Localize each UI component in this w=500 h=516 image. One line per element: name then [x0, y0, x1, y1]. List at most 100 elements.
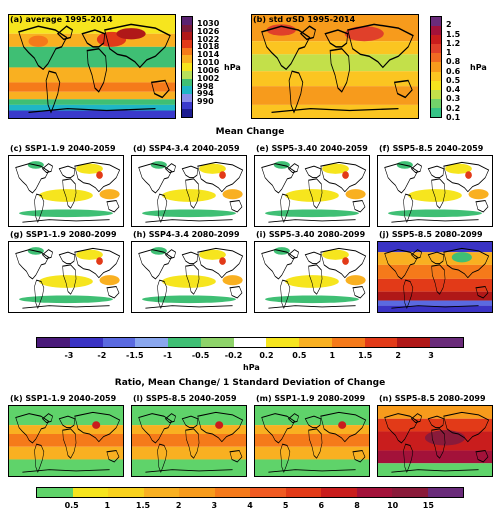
map-panel-m6 [254, 241, 370, 313]
colorbar-swatch [108, 488, 144, 497]
colorbar-swatch [331, 338, 365, 347]
colorbar-swatch [182, 63, 192, 71]
colorbar-swatch [397, 338, 431, 347]
colorbar-swatch [431, 107, 441, 118]
panel-title: (h) SSP4-3.4 2080-2099 [133, 230, 240, 239]
colorbar-swatch [182, 109, 192, 117]
world-map [132, 242, 246, 312]
world-map [9, 156, 123, 226]
map-panel-m4 [8, 241, 124, 313]
world-map [132, 156, 246, 226]
colorbar-tick-label: 1.5 [358, 351, 373, 360]
colorbar-swatch [182, 55, 192, 64]
world-map [378, 156, 492, 226]
ratio-title: Ratio, Mean Change/ 1 Standard Deviation… [114, 378, 386, 388]
colorbar-tick-label: 1022 [197, 34, 220, 44]
colorbar-swatch [182, 24, 192, 33]
colorbar-tick-label: 1 [104, 501, 111, 510]
world-map [9, 242, 123, 312]
world-map [378, 406, 492, 476]
colorbar-tick-label: 1030 [197, 18, 220, 28]
colorbar-swatch [182, 40, 192, 48]
colorbar-tick-label: 2 [395, 351, 401, 360]
colorbar-tick-label: -3 [64, 351, 74, 360]
world-map [255, 406, 369, 476]
colorbar-tick-label: 0.5 [446, 75, 461, 85]
colorbar-tick-label: 994 [197, 89, 214, 99]
colorbar-tick-label: 5 [282, 501, 289, 510]
panel-title: (c) SSP1-1.9 2040-2059 [10, 144, 116, 153]
colorbar-tick-label: 1.5 [446, 29, 461, 39]
map-panel-r1 [131, 405, 247, 477]
colorbar-swatch [431, 17, 441, 27]
colorbar-swatch [37, 488, 73, 497]
colorbar-swatch [102, 338, 136, 347]
colorbar-swatch [431, 35, 441, 45]
colorbar-swatch [168, 338, 201, 347]
colorbar-tick-label: 1018 [197, 42, 220, 52]
colorbar-swatch [427, 488, 463, 497]
colorbar-tick-label: 1 [446, 48, 452, 58]
colorbar-tick-label: 0.6 [446, 66, 461, 76]
colorbar-tick-label: 1010 [197, 58, 220, 68]
panel-title: (l) SSP5-8.5 2040-2059 [133, 394, 237, 403]
panel-title: (f) SSP5-8.5 2040-2059 [379, 144, 484, 153]
colorbar-swatch [431, 44, 441, 54]
colorbar-tick-label: 0.8 [446, 57, 461, 67]
colorbar-tick-label: 2 [446, 20, 452, 30]
map-panel-m3 [377, 155, 493, 227]
colorbar-tick-label: 3 [428, 351, 434, 360]
colorbar-swatch [182, 78, 192, 87]
colorbar-ratio [36, 487, 464, 498]
colorbar-tick-label: 0.5 [292, 351, 307, 360]
colorbar-tick-label: 1.2 [446, 38, 461, 48]
mean-change-title: Mean Change [215, 127, 285, 137]
map-panel-m0 [8, 155, 124, 227]
colorbar-swatch [182, 32, 192, 41]
map-panel-r3 [377, 405, 493, 477]
colorbar-tick-label: 1014 [197, 50, 220, 60]
colorbar-swatch [431, 26, 441, 36]
colorbar-swatch [37, 338, 70, 347]
colorbar-swatch [250, 488, 286, 497]
colorbar-swatch [431, 71, 441, 81]
colorbar-tick-label: -1.5 [126, 351, 144, 360]
colorbar-tick-label: 0.5 [64, 501, 79, 510]
panel-title: (i) SSP5-3.40 2080-2099 [256, 230, 366, 239]
colorbar-tick-label: 998 [197, 81, 214, 91]
map-panel-m5 [131, 241, 247, 313]
colorbar-swatch [431, 98, 441, 108]
colorbar-swatch [182, 101, 192, 110]
colorbar-swatch [214, 488, 250, 497]
panel-title: (k) SSP1-1.9 2040-2059 [10, 394, 117, 403]
colorbar-swatch [143, 488, 179, 497]
colorbar-swatch [392, 488, 428, 497]
colorbar-swatch [182, 70, 192, 79]
panel-title: (j) SSP5-8.5 2080-2099 [379, 230, 483, 239]
colorbar-swatch [431, 62, 441, 72]
colorbar-tick-label: 0.2 [259, 351, 274, 360]
colorbar-swatch [364, 338, 398, 347]
colorbar-tick-label: 8 [354, 501, 360, 510]
colorbar-swatch [182, 47, 192, 56]
colorbar-swatch [135, 338, 169, 347]
colorbar-swatch [182, 93, 192, 102]
colorbar-tick-label: 4 [247, 501, 253, 510]
colorbar-tick-label: 1 [329, 351, 336, 360]
colorbar-tick-label: 0.3 [446, 94, 461, 104]
map-panel-a [8, 14, 176, 119]
colorbar-tick-label: -1 [163, 351, 173, 360]
colorbar-swatch [179, 488, 215, 497]
panel-title-a: (a) average 1995-2014 [10, 15, 113, 24]
colorbar-tick-label: 990 [197, 97, 214, 107]
colorbar-a-unit: hPa [224, 63, 241, 72]
colorbar-swatch [72, 488, 108, 497]
world-map [252, 15, 418, 118]
panel-title: (g) SSP1-1.9 2080-2099 [10, 230, 117, 239]
colorbar-swatch [69, 338, 103, 347]
colorbar-tick-label: 1026 [197, 26, 220, 36]
colorbar-tick-label: 1.5 [135, 501, 151, 510]
colorbar-swatch [431, 53, 441, 63]
world-map [9, 15, 175, 118]
colorbar-mean-unit: hPa [243, 363, 260, 372]
